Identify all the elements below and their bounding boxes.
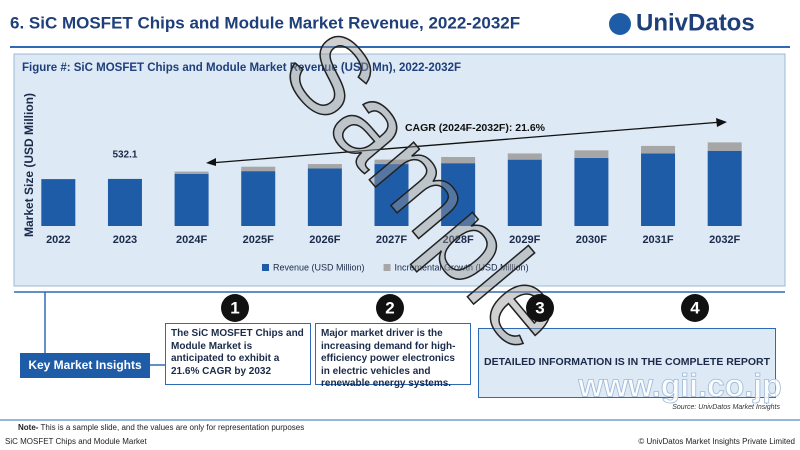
- bar-segment: [641, 153, 676, 226]
- cagr-annotation: CAGR (2024F-2032F): 21.6%: [405, 122, 546, 134]
- x-tick-label: 2024F: [176, 234, 207, 246]
- x-tick-label: 2031F: [642, 234, 673, 246]
- note-label: Note-: [18, 423, 39, 432]
- arrow-head: [206, 158, 216, 166]
- bar-segment: [374, 159, 409, 165]
- note: Note- This is a sample slide, and the va…: [18, 423, 304, 432]
- bar-segment: [507, 153, 542, 160]
- arrow-head: [716, 118, 727, 127]
- note-text: This is a sample slide, and the values a…: [41, 423, 305, 432]
- chart-title: Figure #: SiC MOSFET Chips and Module Ma…: [22, 62, 461, 74]
- bar-segment: [174, 171, 209, 174]
- bar-segment: [41, 179, 76, 226]
- slide-title: 6. SiC MOSFET Chips and Module Market Re…: [10, 13, 520, 32]
- y-axis-label: Market Size (USD Million): [22, 93, 36, 237]
- bar-segment: [307, 164, 342, 169]
- data-label: 532.1: [112, 150, 137, 161]
- bar-segment: [707, 150, 742, 226]
- insights-label-box: [20, 353, 150, 378]
- bar-segment: [107, 178, 142, 226]
- x-tick-label: 2022: [46, 234, 70, 246]
- insight-box-2: Major market driver is the increasing de…: [315, 323, 471, 389]
- bar-segment: [174, 173, 209, 226]
- insights-label: Key Market Insights: [28, 358, 142, 372]
- x-tick-label: 2025F: [243, 234, 274, 246]
- x-tick-label: 2032F: [709, 234, 740, 246]
- bar-segment: [241, 166, 276, 172]
- logo-text: UnivDatos: [636, 9, 755, 36]
- x-tick-label: 2027F: [376, 234, 407, 246]
- legend-label: Incremental Growth (USD Million): [395, 262, 529, 272]
- bar-segment: [374, 164, 409, 226]
- legend-swatch: [383, 264, 391, 271]
- source: Source: UnivDatos Market Insights: [672, 404, 780, 411]
- bar-segment: [574, 157, 609, 226]
- bar-segment: [441, 156, 476, 164]
- bar-segment: [441, 163, 476, 226]
- x-tick-label: 2028F: [443, 234, 474, 246]
- legend-label: Revenue (USD Million): [273, 262, 365, 272]
- footer-right: © UnivDatos Market Insights Private Limi…: [638, 437, 795, 446]
- footer-left: SiC MOSFET Chips and Module Market: [5, 437, 147, 446]
- x-tick-label: 2026F: [309, 234, 340, 246]
- bar-segment: [574, 150, 609, 158]
- cagr-arrow: [209, 121, 723, 164]
- x-tick-label: 2030F: [576, 234, 607, 246]
- bar-segment: [507, 159, 542, 226]
- x-tick-label: 2029F: [509, 234, 540, 246]
- logo: UnivDatos: [609, 9, 755, 36]
- bar-segment: [641, 145, 676, 154]
- bar-segment: [707, 142, 742, 151]
- legend-swatch: [262, 264, 269, 271]
- insight-box-3: DETAILED INFORMATION IS IN THE COMPLETE …: [478, 328, 776, 398]
- bar-segment: [241, 171, 276, 226]
- insight-box-1: The SiC MOSFET Chips and Module Market i…: [165, 323, 311, 385]
- x-tick-label: 2023: [113, 234, 137, 246]
- bar-segment: [307, 168, 342, 226]
